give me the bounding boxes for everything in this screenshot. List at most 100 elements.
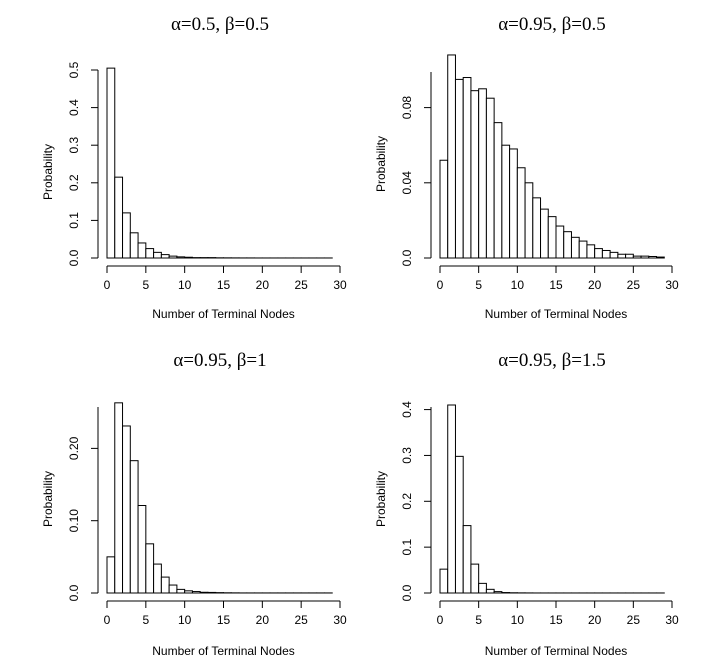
x-tick-label: 5 [475, 613, 482, 627]
x-tick-label: 0 [104, 613, 111, 627]
histogram-bar [578, 240, 588, 259]
y-tick-label: 0.0 [400, 249, 414, 266]
x-tick-label: 10 [511, 278, 525, 292]
y-tick-label: 0.5 [67, 61, 81, 78]
x-tick-label: 0 [104, 278, 111, 292]
chart-title: α=0.95, β=1.5 [498, 350, 606, 371]
x-axis-label: Number of Terminal Nodes [152, 644, 295, 658]
y-tick-label: 0.08 [400, 96, 414, 120]
y-axis-label: Probability [374, 471, 388, 527]
histogram-bar [625, 253, 634, 259]
x-tick-label: 5 [142, 278, 149, 292]
histogram-bar [470, 90, 480, 259]
histogram-bar [168, 584, 178, 594]
histogram-bar [153, 563, 162, 594]
histogram-bar [462, 525, 472, 594]
y-axis-label: Probability [374, 136, 388, 192]
x-tick-label: 25 [627, 278, 641, 292]
histogram-bar [601, 249, 611, 259]
x-tick-label: 0 [437, 613, 444, 627]
histogram-bar [478, 88, 487, 259]
y-tick-label: 0.1 [67, 212, 81, 229]
histogram-bar [168, 255, 178, 259]
y-tick-label: 0.0 [67, 249, 81, 266]
x-axis-label: Number of Terminal Nodes [152, 307, 295, 321]
x-tick-label: 20 [588, 278, 602, 292]
x-tick-label: 30 [665, 278, 679, 292]
histogram-bar [454, 78, 464, 259]
y-tick-label: 0.3 [400, 447, 414, 464]
histogram-bar [640, 255, 650, 259]
y-tick-label: 0.10 [67, 509, 81, 533]
x-tick-label: 5 [142, 613, 149, 627]
y-tick-label: 0.4 [400, 401, 414, 418]
histogram-bar [555, 225, 565, 259]
panel-alpha-0.95-beta-1.5: α=0.95, β=1.5 0 5 10 15 20 25 30 Number of Termi… [374, 350, 679, 658]
histogram-bar [609, 251, 619, 259]
y-tick-label: 0.3 [67, 137, 81, 154]
histogram-bar [114, 402, 124, 594]
histogram-bar [176, 256, 186, 259]
histogram-bar [199, 591, 209, 594]
histogram-bar [540, 208, 549, 259]
histogram-bar [184, 590, 193, 594]
histogram-bar [485, 588, 495, 594]
histogram-bar [447, 54, 456, 259]
histogram-bar [478, 582, 487, 594]
histogram-bar [586, 244, 596, 259]
x-tick-label: 15 [217, 278, 231, 292]
x-tick-label: 10 [178, 278, 192, 292]
histogram-bar [516, 167, 526, 259]
histogram-bar [114, 176, 124, 259]
y-tick-label: 0.0 [400, 584, 414, 601]
y-tick-label: 0.04 [400, 171, 414, 195]
x-tick-label: 15 [217, 613, 231, 627]
histogram-bar [447, 404, 456, 594]
y-axis-label: Probability [41, 144, 55, 200]
histogram-bar [160, 576, 170, 594]
chart-title: α=0.95, β=0.5 [498, 14, 606, 35]
x-tick-label: 10 [178, 613, 192, 627]
x-tick-label: 5 [475, 278, 482, 292]
y-tick-label: 0.4 [67, 99, 81, 116]
panel-alpha-0.95-beta-1: α=0.95, β=1 0 5 10 15 20 25 30 Number of Termina… [41, 350, 347, 658]
histogram-bar [137, 242, 147, 259]
histogram-bar [617, 253, 627, 259]
histogram-bar [122, 425, 131, 594]
x-tick-label: 15 [549, 613, 563, 627]
histogram-bar [532, 197, 542, 259]
x-tick-label: 20 [256, 278, 270, 292]
histogram-bar [485, 97, 495, 259]
x-tick-label: 15 [549, 278, 563, 292]
x-tick-label: 25 [627, 613, 641, 627]
histogram-bar [106, 556, 116, 594]
histogram-bar [632, 255, 642, 259]
histogram-bar [563, 231, 572, 259]
x-axis-label: Number of Terminal Nodes [485, 644, 628, 658]
x-tick-label: 0 [437, 278, 444, 292]
histogram-bar [176, 588, 186, 594]
histogram-bar [509, 148, 518, 259]
y-tick-label: 0.20 [67, 436, 81, 460]
y-tick-label: 0.2 [67, 174, 81, 191]
x-tick-label: 20 [588, 613, 602, 627]
histogram-bar [470, 563, 480, 594]
histogram-bar [454, 455, 464, 594]
histogram-bar [191, 591, 201, 594]
histogram-bar [129, 460, 139, 594]
chart-title: α=0.95, β=1 [173, 350, 266, 371]
histogram-bar [122, 212, 131, 259]
y-tick-label: 0.2 [400, 493, 414, 510]
histogram-bar [493, 591, 503, 594]
histogram-bar [160, 254, 170, 259]
x-tick-label: 10 [511, 613, 525, 627]
histogram-bar [501, 144, 511, 259]
x-tick-label: 20 [256, 613, 270, 627]
histogram-bar [137, 505, 147, 594]
x-tick-label: 25 [294, 613, 308, 627]
y-tick-label: 0.1 [400, 538, 414, 555]
histogram-bar [493, 122, 503, 259]
panel-alpha-0.5-beta-0.5: α=0.5, β=0.5 0 5 10 15 20 25 30 Number of Termin… [41, 14, 347, 321]
histogram-bar [106, 67, 116, 259]
